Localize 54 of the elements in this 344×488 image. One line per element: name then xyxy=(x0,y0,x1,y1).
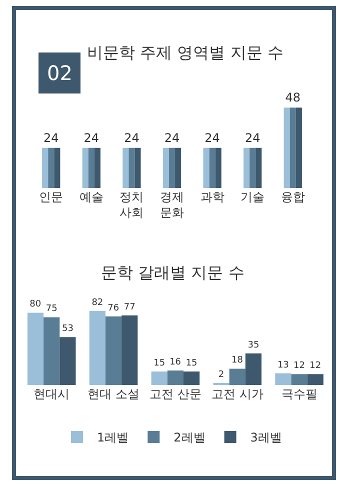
bar xyxy=(291,374,308,385)
data-label: 80 xyxy=(30,300,42,310)
bar xyxy=(44,317,60,385)
bar xyxy=(245,353,262,385)
data-label: 35 xyxy=(248,340,260,350)
chart-title: 비문학 주제 영역별 지문 수 xyxy=(87,43,284,62)
x-tick-label: 극수필 xyxy=(281,387,318,401)
data-label: 24 xyxy=(84,130,100,145)
x-tick-label: 현대 소설 xyxy=(88,387,140,401)
bar xyxy=(105,316,122,385)
data-label: 2 xyxy=(218,370,224,380)
data-label: 82 xyxy=(92,298,104,308)
data-label: 24 xyxy=(43,130,59,145)
data-label: 76 xyxy=(108,303,120,314)
data-label: 53 xyxy=(62,324,74,334)
x-tick-label: 현대시 xyxy=(34,387,70,401)
data-label: 18 xyxy=(231,356,244,366)
bar xyxy=(167,370,184,385)
legend-label: 3레벨 xyxy=(250,430,282,445)
x-tick-label: 고전 시가 xyxy=(211,387,264,401)
bar xyxy=(229,368,246,385)
x-tick-label: 예술 xyxy=(79,190,104,204)
data-label: 12 xyxy=(310,361,322,372)
bar xyxy=(183,371,200,385)
bar xyxy=(122,315,138,385)
x-tick-label: 기술 xyxy=(240,190,265,204)
bar xyxy=(60,337,76,385)
legend-label: 2레벨 xyxy=(174,430,206,445)
chart-title: 문학 갈래별 지문 수 xyxy=(101,263,244,282)
legend-label: 1레벨 xyxy=(97,430,129,445)
data-label: 24 xyxy=(164,130,180,145)
data-label: 24 xyxy=(124,130,140,145)
data-label: 16 xyxy=(170,358,182,368)
bar xyxy=(307,374,324,385)
data-label: 12 xyxy=(294,361,306,372)
data-label: 24 xyxy=(244,130,260,145)
data-label: 75 xyxy=(46,304,58,314)
x-tick-label: 인문 xyxy=(39,190,64,204)
x-tick-label: 고전 산문 xyxy=(150,387,202,401)
x-tick-label: 과학 xyxy=(200,190,224,204)
text: 02 xyxy=(47,61,72,85)
bar xyxy=(275,373,292,385)
data-label: 15 xyxy=(154,358,166,368)
data-label: 15 xyxy=(186,358,198,368)
data-label: 48 xyxy=(285,90,301,105)
data-label: 13 xyxy=(277,360,289,370)
x-tick-label: 정치 사회 xyxy=(120,190,144,220)
bar xyxy=(151,371,168,385)
data-label: 24 xyxy=(204,130,220,145)
bar xyxy=(27,312,44,385)
bar xyxy=(89,310,106,385)
x-tick-label: 경제 문화 xyxy=(160,190,184,220)
x-tick-label: 융합 xyxy=(280,190,305,204)
data-label: 77 xyxy=(124,302,136,312)
